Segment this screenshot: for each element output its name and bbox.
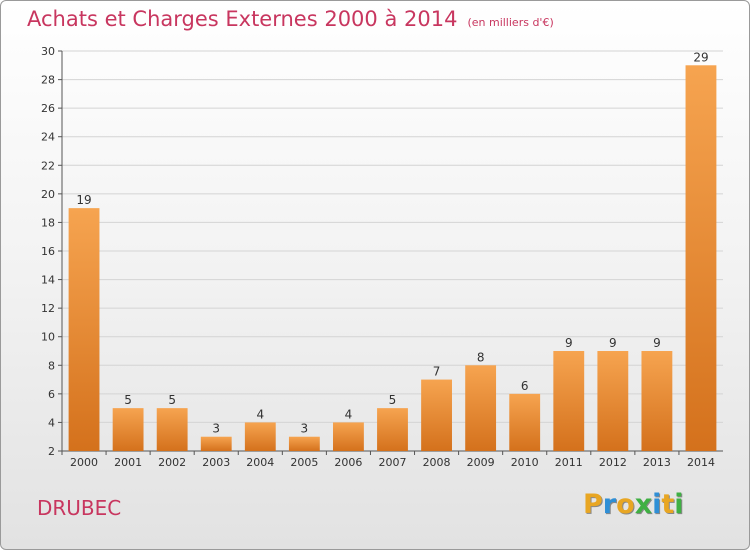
logo-letter: t [661,489,675,520]
y-tick-label: 28 [41,74,55,87]
y-tick-label: 22 [41,159,55,172]
data-label-2008: 7 [433,365,441,379]
data-label-2006: 4 [345,407,353,421]
data-label-2010: 6 [521,379,529,393]
y-tick-label: 10 [41,331,55,344]
logo-letter: o [616,489,635,520]
data-label-2004: 4 [256,407,264,421]
y-tick-label: 26 [41,102,55,115]
logo-letter: i [674,489,684,520]
bar-2010 [509,393,541,451]
bar-2013 [641,351,673,451]
bar-2000 [68,208,100,451]
y-tick-label: 20 [41,188,55,201]
x-tick-label-2004: 2004 [246,456,274,469]
bar-2008 [421,379,452,451]
x-tick-label-2007: 2007 [379,456,407,469]
data-label-2007: 5 [389,393,397,407]
x-tick-label-2008: 2008 [423,456,451,469]
title-line: Achats et Charges Externes 2000 à 2014 (e… [27,7,554,31]
x-tick-label-2003: 2003 [202,456,230,469]
logo-letter: r [602,489,617,520]
x-tick-label-2000: 2000 [70,456,98,469]
chart-subtitle: (en milliers d'€) [467,16,554,29]
y-tick-label: 2 [48,445,55,458]
x-tick-label-2009: 2009 [467,456,495,469]
logo-letter: i [652,489,662,520]
x-tick-label-2010: 2010 [511,456,539,469]
data-label-2001: 5 [124,393,132,407]
y-tick-label: 6 [48,388,55,401]
x-tick-label-2013: 2013 [643,456,671,469]
bar-2011 [553,351,585,451]
bar-2002 [156,408,188,451]
y-tick-label: 14 [41,274,55,287]
x-tick-label-2011: 2011 [555,456,583,469]
bar-2003 [200,436,232,451]
y-tick-label: 24 [41,131,55,144]
y-tick-label: 8 [48,359,55,372]
x-tick-label-2002: 2002 [158,456,186,469]
x-tick-label-2006: 2006 [334,456,362,469]
logo-letter: x [634,489,653,520]
data-label-2013: 9 [653,336,661,350]
location-name: DRUBEC [37,496,122,520]
bar-2001 [112,408,144,451]
labels: 2468101214161820222426283019200052001520… [41,45,715,469]
bar-2005 [288,436,320,451]
y-tick-label: 30 [41,45,55,58]
bar-2009 [465,365,497,451]
data-label-2003: 3 [212,422,220,436]
bar-2014 [685,65,717,452]
y-tick-label: 12 [41,302,55,315]
proxiti-logo: Proxiti [583,489,684,520]
x-tick-label-2005: 2005 [290,456,318,469]
x-tick-label-2014: 2014 [687,456,715,469]
data-label-2000: 19 [76,193,91,207]
bar-2004 [244,422,276,451]
x-tick-label-2012: 2012 [599,456,627,469]
bar-2006 [333,422,364,451]
y-tick-label: 16 [41,245,55,258]
data-label-2011: 9 [565,336,573,350]
bar-2007 [377,408,408,451]
y-tick-label: 4 [48,416,55,429]
data-label-2005: 3 [301,422,309,436]
data-label-2009: 8 [477,350,485,364]
data-label-2014: 29 [693,50,708,64]
data-label-2012: 9 [609,336,617,350]
bar-2012 [597,351,629,451]
data-label-2002: 5 [168,393,176,407]
y-tick-label: 18 [41,216,55,229]
bars [68,65,717,452]
chart-title: Achats et Charges Externes 2000 à 2014 [27,7,458,31]
logo-letter: P [583,489,603,520]
x-tick-label-2001: 2001 [114,456,142,469]
